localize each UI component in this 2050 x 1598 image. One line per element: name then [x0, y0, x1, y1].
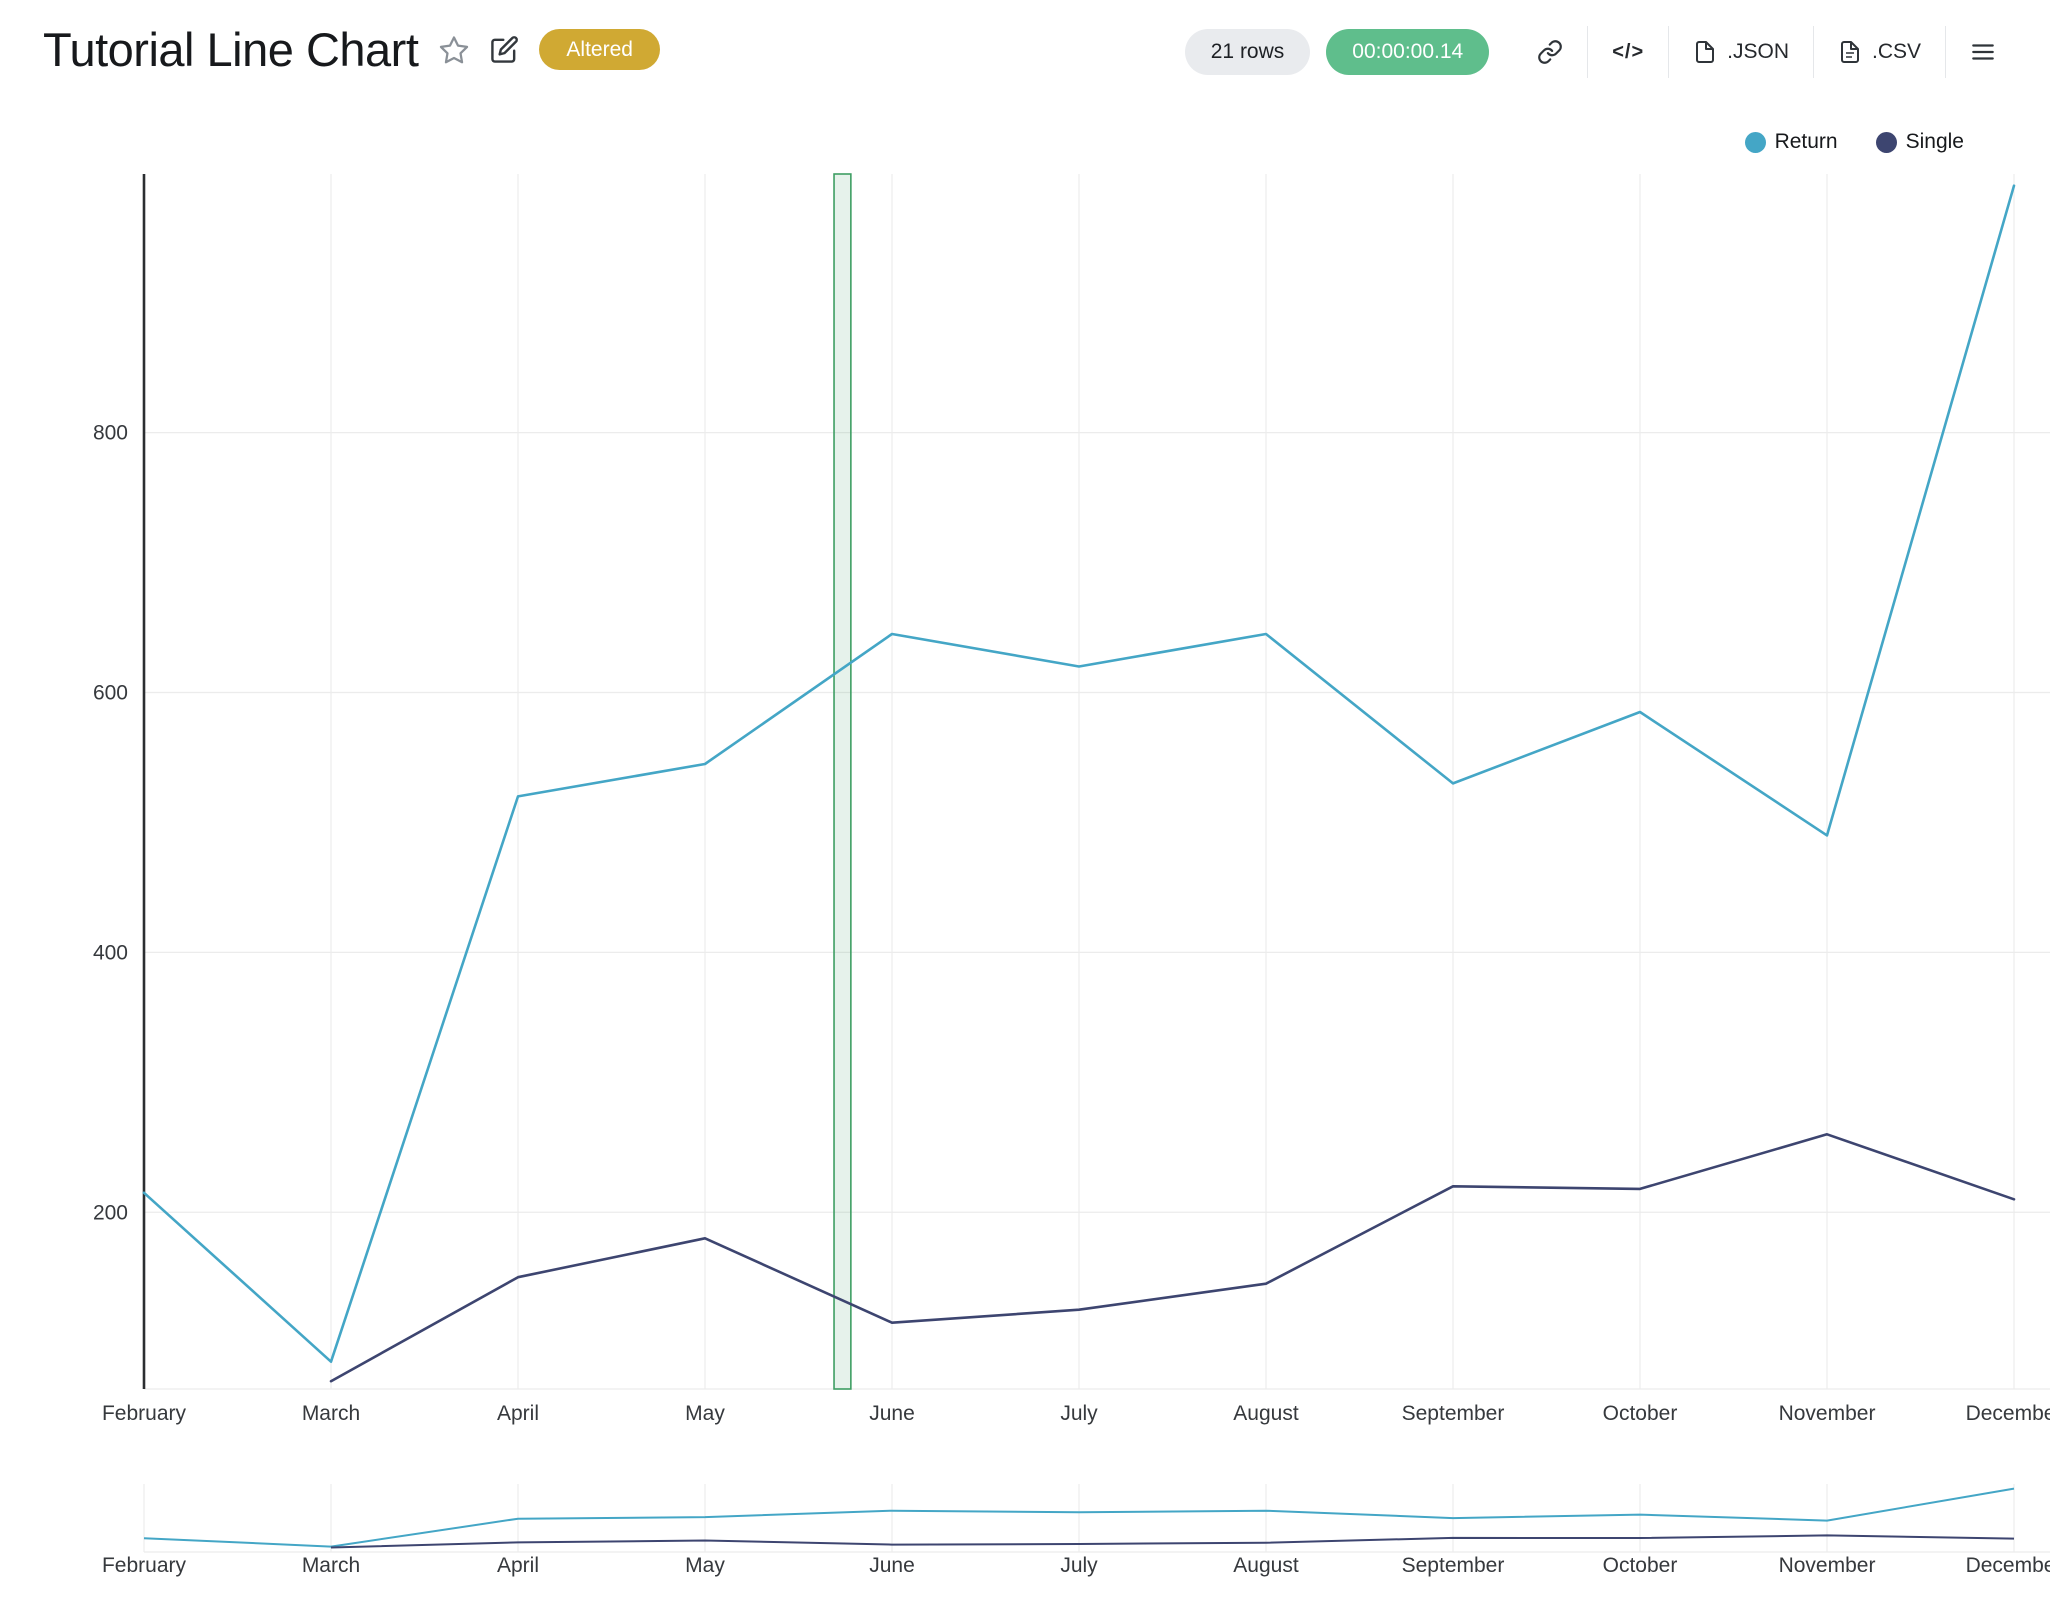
x-axis-label: August — [1233, 1402, 1299, 1425]
selection-band[interactable] — [833, 173, 852, 1390]
legend-dot-return — [1744, 131, 1766, 153]
navigator-brush-area[interactable] — [144, 1484, 2050, 1552]
export-toolbar: </> .JSON .CSV — [1513, 26, 2020, 78]
share-link-button[interactable] — [1513, 26, 1588, 78]
x-axis-label: May — [685, 1402, 725, 1425]
x-axis-label: November — [1779, 1402, 1876, 1425]
code-icon: </> — [1612, 40, 1645, 63]
export-csv-button[interactable]: .CSV — [1812, 26, 1945, 78]
series-line-return — [142, 184, 2016, 1363]
file-csv-icon — [1840, 41, 1859, 63]
y-axis-tick-label: 800 — [93, 422, 128, 445]
x-axis-label: July — [1060, 1402, 1098, 1425]
nav-x-axis-label: May — [685, 1554, 725, 1577]
export-json-label: .JSON — [1727, 40, 1789, 63]
nav-series-line-return — [143, 1487, 2015, 1548]
embed-code-button[interactable]: </> — [1587, 26, 1669, 78]
favorite-star-button[interactable] — [438, 34, 470, 66]
series-line-single — [329, 1133, 2016, 1383]
export-json-button[interactable]: .JSON — [1668, 26, 1813, 78]
x-axis-label: February — [102, 1402, 187, 1425]
export-csv-label: .CSV — [1871, 40, 1921, 63]
star-icon — [440, 35, 469, 63]
altered-status-badge: Altered — [539, 29, 660, 70]
link-icon — [1538, 40, 1563, 64]
legend-label-return: Return — [1774, 130, 1838, 153]
nav-x-axis-label: December — [1966, 1554, 2050, 1577]
nav-x-axis-label: March — [302, 1554, 360, 1577]
x-axis-label: September — [1402, 1402, 1505, 1425]
edit-title-button[interactable] — [490, 35, 519, 64]
legend-dot-single — [1875, 131, 1897, 153]
y-axis-tick-label: 600 — [93, 681, 128, 704]
nav-series-line-single — [330, 1534, 2015, 1549]
page-title: Tutorial Line Chart — [43, 23, 419, 76]
legend-item-single[interactable]: Single — [1875, 130, 1964, 154]
file-json-icon — [1696, 41, 1715, 63]
nav-x-axis-label: July — [1060, 1554, 1098, 1577]
row-count-badge: 21 rows — [1184, 29, 1311, 75]
chart-legend: Return Single — [1744, 130, 1964, 154]
nav-x-axis-label: February — [102, 1554, 187, 1577]
x-axis-label: October — [1603, 1402, 1678, 1425]
x-axis-label: December — [1966, 1402, 2050, 1425]
hamburger-menu-icon — [1972, 44, 1994, 60]
legend-label-single: Single — [1905, 130, 1964, 153]
x-axis-label: April — [497, 1402, 539, 1425]
edit-pencil-icon — [491, 36, 519, 63]
nav-x-axis-label: October — [1603, 1554, 1678, 1577]
nav-x-axis-label: April — [497, 1554, 539, 1577]
query-timer-badge: 00:00:00.14 — [1326, 29, 1490, 75]
y-axis-tick-label: 200 — [93, 1201, 128, 1224]
nav-x-axis-label: August — [1233, 1554, 1299, 1577]
nav-x-axis-label: November — [1779, 1554, 1876, 1577]
menu-button[interactable] — [1945, 26, 2020, 78]
nav-x-axis-label: June — [869, 1554, 915, 1577]
legend-item-return[interactable]: Return — [1744, 130, 1838, 154]
x-axis-label: June — [869, 1402, 915, 1425]
nav-x-axis-label: September — [1402, 1554, 1505, 1577]
header-controls: 21 rows 00:00:00.14 </> .JSON — [1184, 26, 2020, 78]
y-axis-tick-label: 400 — [93, 941, 128, 964]
page-header: Tutorial Line Chart Altered — [43, 22, 660, 77]
x-axis-label: March — [302, 1402, 360, 1425]
